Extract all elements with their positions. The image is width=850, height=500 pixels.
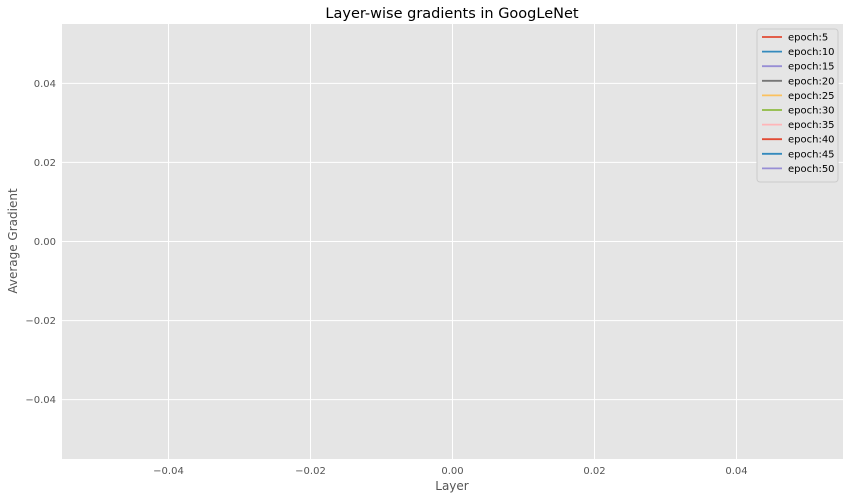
- y-tick-label: −0.02: [25, 316, 56, 327]
- x-axis-ticks: −0.04 −0.02 0.00 0.02 0.04: [153, 466, 747, 477]
- legend-label: epoch:30: [788, 106, 835, 117]
- x-tick-label: 0.00: [441, 466, 463, 477]
- legend-label: epoch:45: [788, 149, 835, 160]
- y-tick-label: 0.04: [34, 79, 56, 90]
- legend-label: epoch:40: [788, 135, 835, 146]
- legend-label: epoch:20: [788, 76, 835, 87]
- y-tick-label: 0.00: [34, 237, 56, 248]
- y-axis-ticks: 0.04 0.02 0.00 −0.02 −0.04: [25, 79, 56, 406]
- x-tick-label: 0.02: [583, 466, 605, 477]
- y-axis-title: Average Gradient: [6, 188, 20, 294]
- y-tick-label: 0.02: [34, 158, 56, 169]
- legend-box: [756, 28, 839, 183]
- chart-title: Layer-wise gradients in GoogLeNet: [325, 6, 578, 22]
- legend-label: epoch:15: [788, 62, 835, 73]
- legend-label: epoch:35: [788, 120, 835, 131]
- legend-items: epoch:5 epoch:10 epoch:15 epoch:20 epoch:25 e…: [762, 33, 835, 175]
- y-tick-label: −0.04: [25, 395, 56, 406]
- grid: [62, 24, 843, 459]
- legend-label: epoch:25: [788, 91, 835, 102]
- legend-label: epoch:5: [788, 33, 828, 44]
- x-tick-label: −0.04: [153, 466, 184, 477]
- legend: epoch:5 epoch:10 epoch:15 epoch:20 epoch:25 e…: [756, 28, 839, 183]
- x-axis-title: Layer: [435, 479, 469, 493]
- x-tick-label: −0.02: [295, 466, 326, 477]
- x-tick-label: 0.04: [725, 466, 747, 477]
- legend-label: epoch:50: [788, 164, 835, 175]
- legend-label: epoch:10: [788, 47, 835, 58]
